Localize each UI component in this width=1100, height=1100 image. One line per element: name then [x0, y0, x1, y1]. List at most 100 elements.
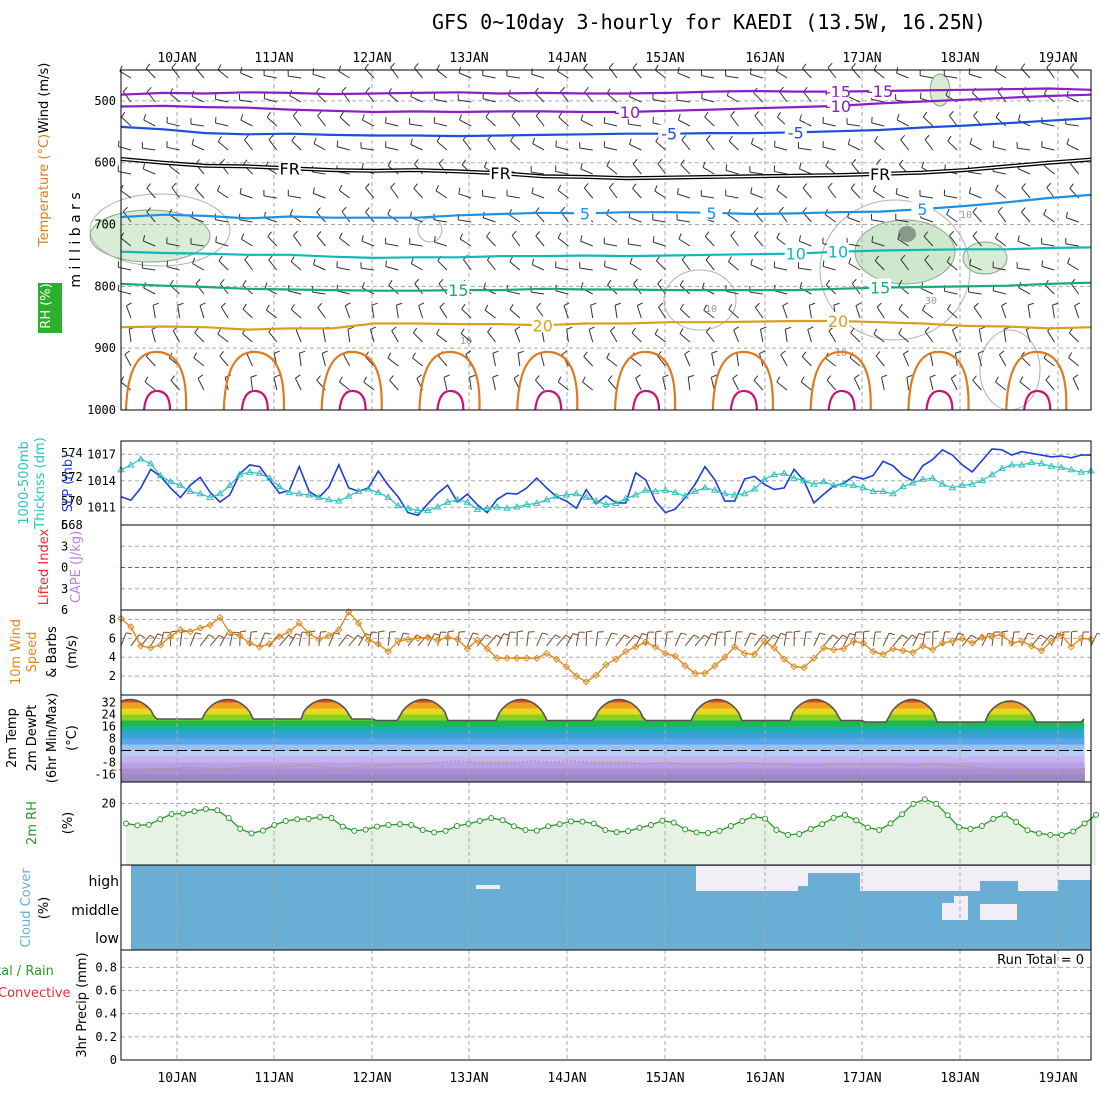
wind10m-point: [661, 649, 670, 658]
wind-barb-flag: [924, 134, 930, 140]
isotherm-label: -15: [867, 82, 893, 101]
wind-barb-flag: [146, 86, 152, 93]
wind-barb: [968, 171, 982, 175]
wind10m-barb: [130, 634, 140, 647]
isotherm-label-bg: [869, 278, 892, 295]
temp-band: [121, 726, 1085, 733]
thickness-point: [216, 489, 224, 497]
wind-barb-flag: [874, 136, 879, 142]
wind-barb-flag: [414, 278, 420, 284]
wind-barb: [217, 69, 229, 79]
thickness-point: [621, 494, 630, 502]
wind-barb-flag: [317, 302, 323, 308]
wind-barb: [365, 187, 375, 199]
rh2m-point: [1024, 827, 1031, 834]
wind-barb-flag: [657, 278, 663, 285]
wind-barb-flag: [124, 350, 130, 355]
rh2m-point: [374, 823, 381, 830]
isotherm-label: FR: [490, 164, 510, 183]
rh2m-point: [1013, 818, 1020, 825]
wind-barb: [944, 290, 958, 295]
wind-barb: [705, 139, 715, 151]
wind-barb-flag: [1027, 302, 1034, 306]
wind-barb-flag: [121, 111, 126, 118]
wind-barb-flag: [145, 63, 151, 69]
wind-barb: [339, 381, 351, 391]
wind-barb: [873, 190, 885, 199]
wind-barb-flag: [244, 135, 249, 141]
wind-barb-flag: [459, 233, 463, 240]
wind-barb-flag: [606, 160, 611, 167]
rh2m-point: [921, 796, 928, 803]
wind-barb: [434, 122, 448, 127]
wind-barb: [436, 333, 448, 343]
wind-barb-flag: [606, 352, 610, 359]
wind-barb-flag: [486, 231, 491, 237]
wind-barb: [244, 139, 253, 151]
wind-barb-flag: [509, 304, 514, 310]
wind-barb-flag: [997, 206, 1003, 212]
wind-barb-flag: [436, 328, 440, 335]
isotherm-label: 5: [580, 204, 590, 223]
thickness-point: [1037, 459, 1046, 467]
wind-barb: [142, 267, 156, 271]
wind-barb-flag: [142, 235, 146, 242]
wind-barb: [726, 95, 739, 103]
temp2m-tick-label: 0: [109, 744, 116, 758]
wind-barb: [220, 306, 229, 319]
wind-barb-flag: [972, 231, 978, 237]
wind10m-barb: [278, 634, 289, 647]
thickness-point: [671, 488, 680, 496]
wind-barb: [947, 308, 958, 319]
thickness-point: [582, 493, 591, 500]
wind-barb-flag: [438, 278, 444, 285]
wind10m-point: [1077, 634, 1085, 643]
wind-barb-flag: [365, 183, 370, 189]
wind-barb: [339, 116, 351, 127]
wind-barb-flag: [361, 235, 364, 242]
wind-barb: [798, 147, 812, 151]
wind-barb-flag: [749, 68, 752, 75]
wind-barb-flag: [438, 158, 444, 164]
wind10m-barb: [288, 633, 297, 647]
wind-barb: [753, 92, 764, 103]
wind-barb-flag: [396, 302, 403, 306]
thickness-line: [120, 458, 1092, 512]
temp-band: [121, 738, 1085, 745]
wind-barb-flag: [906, 374, 913, 378]
wind10m-point: [206, 621, 214, 629]
wind-barb: [469, 377, 472, 391]
wind-barb: [194, 188, 205, 199]
wind10m-barb-flag: [139, 634, 145, 638]
wind10m-point: [671, 652, 679, 660]
isotherm-label-bg: [489, 164, 512, 181]
day-label-top: 15JAN: [645, 51, 684, 66]
rh2m-point: [682, 826, 689, 833]
wind-barb-flag: [339, 111, 344, 118]
wind10m-point: [1027, 642, 1036, 650]
wind-barb-flag: [119, 65, 123, 72]
wind-barb: [190, 123, 204, 127]
day-label-top: 17JAN: [842, 51, 881, 66]
wind-barb-flag: [929, 374, 936, 378]
wind10m-barb: [704, 633, 712, 647]
wind-barb: [874, 141, 885, 151]
wind-barb: [388, 284, 399, 295]
wind-barb-flag: [1069, 63, 1075, 69]
rh2m-point: [419, 826, 426, 833]
thickness-point: [414, 506, 422, 514]
wind-barb: [652, 98, 666, 103]
wind-barb-flag: [535, 207, 540, 213]
wind10m-point: [681, 662, 689, 670]
wind-barb: [749, 291, 763, 295]
wind-barb: [1001, 305, 1007, 319]
wind-barb: [871, 98, 885, 103]
wind-barb-flag: [338, 184, 343, 191]
wind10m-barb: [694, 634, 705, 647]
isotherm-30: [729, 389, 758, 411]
isotherm-line: [120, 117, 1092, 138]
wind-barb-flag: [799, 114, 802, 121]
isotherm-label-bg: [700, 203, 723, 220]
wind-barb-flag: [1068, 327, 1074, 334]
wind-barb: [344, 305, 351, 319]
